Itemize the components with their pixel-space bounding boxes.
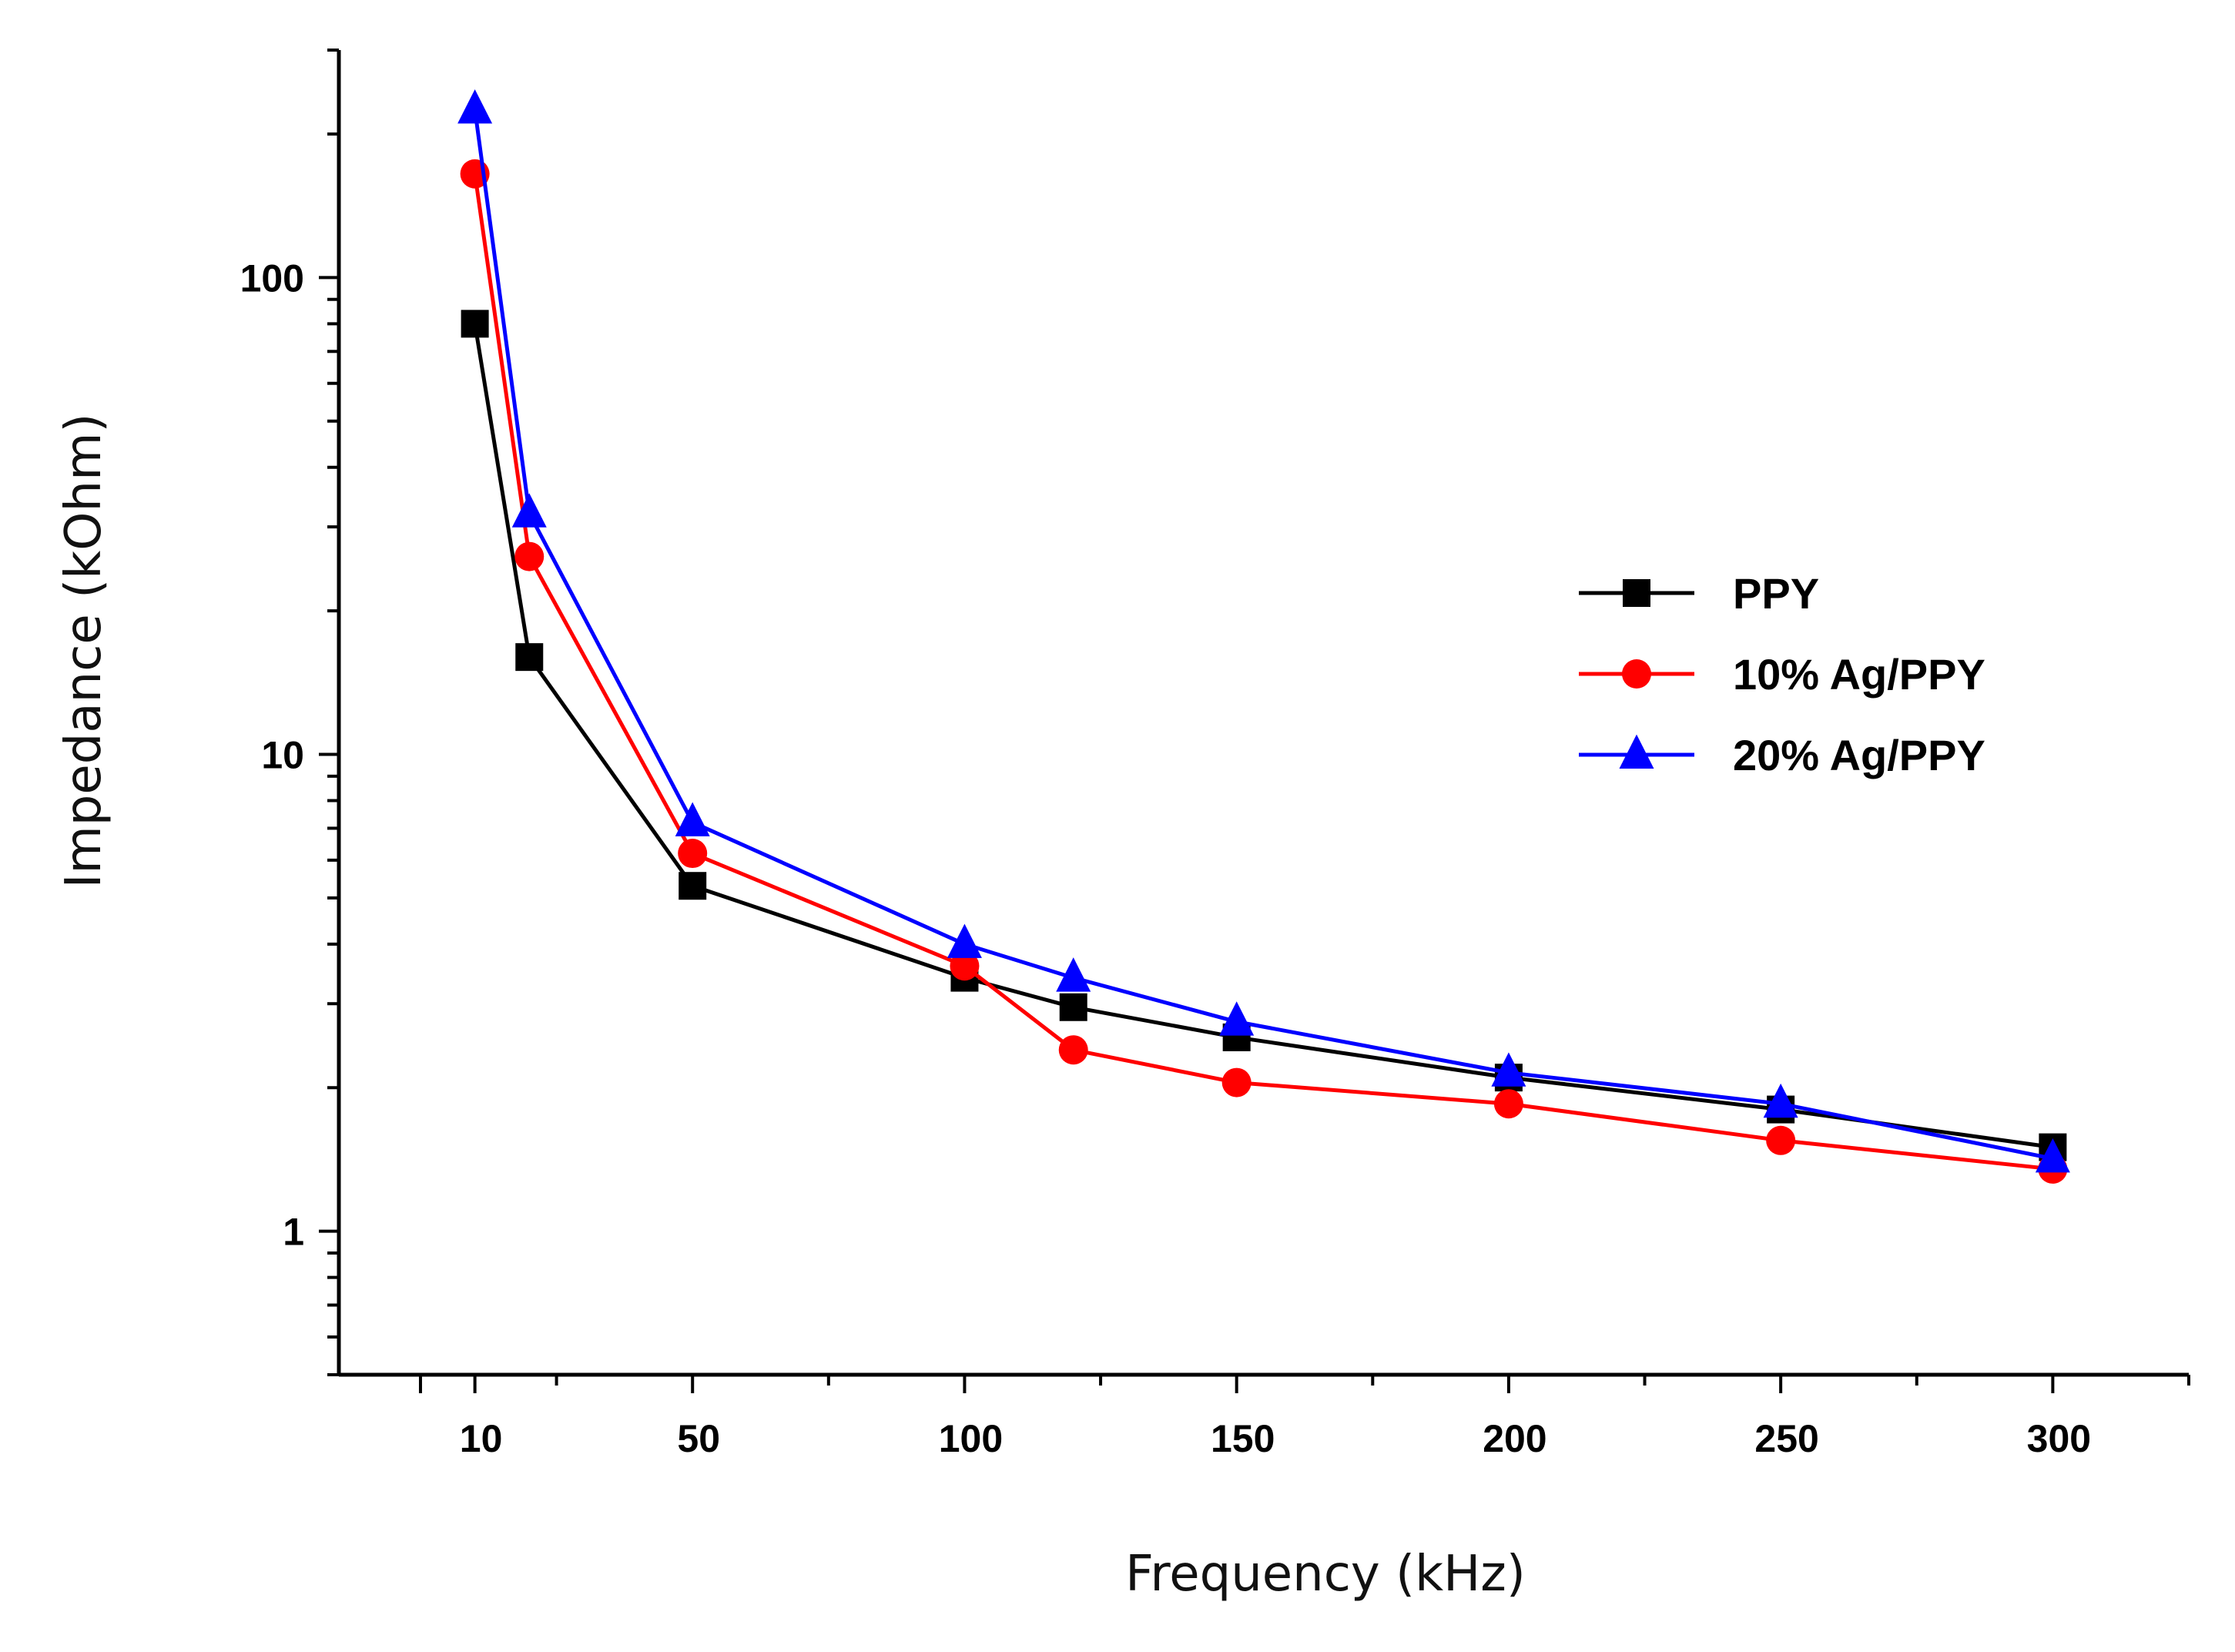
data-point bbox=[1493, 1089, 1523, 1119]
data-point bbox=[1059, 993, 1087, 1021]
data-point bbox=[950, 951, 980, 981]
x-tick-label: 300 bbox=[2027, 1417, 2091, 1460]
chart-frame: 10 50 100 150 200 250 300 1 10 100 PPY 10% Ag/PPY 2… bbox=[23, 23, 2212, 1629]
x-tick-label: 200 bbox=[1483, 1417, 1546, 1460]
data-point bbox=[1056, 957, 1091, 992]
x-tick-label: 150 bbox=[1211, 1417, 1275, 1460]
data-point bbox=[2035, 1138, 2070, 1173]
legend-label: 10% Ag/PPY bbox=[1733, 650, 1985, 699]
data-point bbox=[1763, 1083, 1798, 1118]
legend-item: PPY bbox=[1579, 569, 1819, 618]
legend-item: 20% Ag/PPY bbox=[1579, 731, 1985, 779]
data-point bbox=[1221, 1067, 1252, 1097]
x-tick-label: 100 bbox=[939, 1417, 1003, 1460]
legend-label: 20% Ag/PPY bbox=[1733, 731, 1985, 779]
y-axis-title: Impedance (kOhm) bbox=[55, 414, 112, 889]
data-point bbox=[947, 923, 982, 958]
x-axis-title: Frequency (kHz) bbox=[1125, 1546, 1526, 1603]
legend-marker bbox=[1623, 579, 1650, 607]
x-tick-label: 50 bbox=[677, 1417, 720, 1460]
data-point bbox=[1491, 1052, 1526, 1087]
axes: 10 50 100 150 200 250 300 1 10 100 bbox=[240, 49, 2190, 1460]
legend-item: 10% Ag/PPY bbox=[1579, 650, 1985, 699]
data-point bbox=[1058, 1035, 1088, 1065]
series-20-ag-ppy bbox=[457, 89, 2070, 1173]
data-point bbox=[515, 643, 544, 672]
y-tick-label: 100 bbox=[240, 256, 304, 300]
impedance-chart: 10 50 100 150 200 250 300 1 10 100 PPY 10% Ag/PPY 2… bbox=[55, 49, 2190, 1603]
data-point bbox=[679, 872, 707, 900]
data-point bbox=[675, 802, 710, 836]
y-tick-label: 10 bbox=[261, 734, 304, 777]
data-point bbox=[511, 493, 547, 528]
data-point bbox=[678, 839, 708, 869]
legend-marker bbox=[1622, 659, 1651, 689]
legend-label: PPY bbox=[1733, 569, 1819, 618]
data-point bbox=[1766, 1125, 1796, 1155]
series-line bbox=[473, 109, 2053, 1161]
legend: PPY 10% Ag/PPY 20% Ag/PPY bbox=[1579, 569, 1985, 779]
x-tick-label: 10 bbox=[460, 1417, 503, 1460]
data-point bbox=[457, 89, 493, 124]
data-point bbox=[514, 541, 545, 571]
data-point bbox=[461, 310, 489, 338]
series-layer bbox=[457, 89, 2070, 1184]
y-tick-label: 1 bbox=[283, 1211, 304, 1254]
legend-marker bbox=[1619, 734, 1654, 769]
x-tick-label: 250 bbox=[1754, 1417, 1818, 1460]
data-point bbox=[1219, 1001, 1255, 1036]
